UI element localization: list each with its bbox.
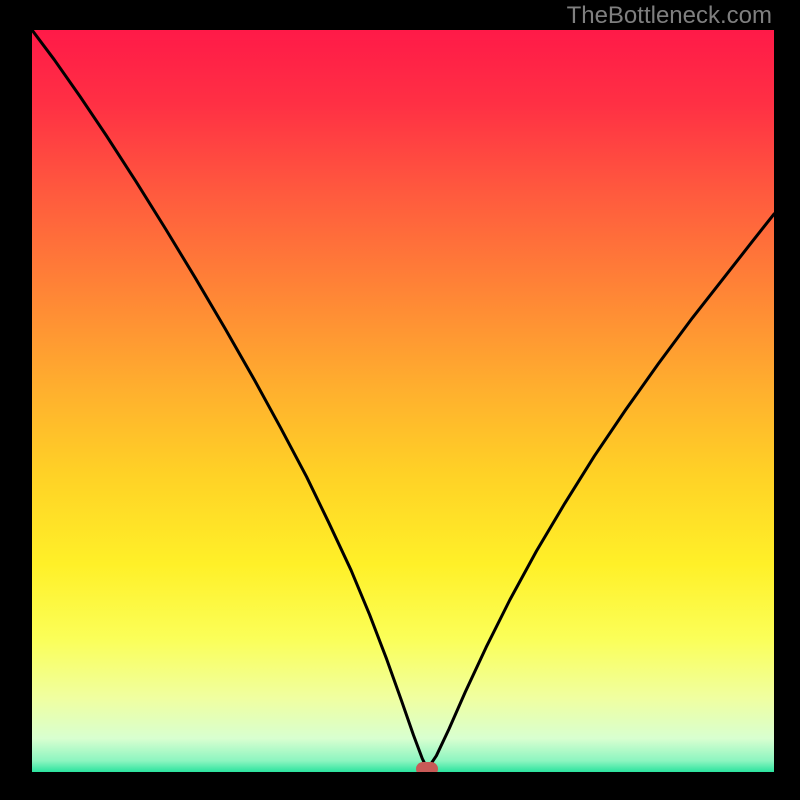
bottleneck-curve: [32, 30, 774, 772]
chart-frame: TheBottleneck.com: [0, 0, 800, 800]
curve-left-branch: [32, 30, 427, 769]
marker-icon: [416, 762, 438, 772]
plot-area: [32, 30, 774, 772]
optimum-marker: [416, 762, 438, 772]
watermark-text: TheBottleneck.com: [567, 2, 772, 30]
curve-right-branch: [427, 214, 774, 769]
